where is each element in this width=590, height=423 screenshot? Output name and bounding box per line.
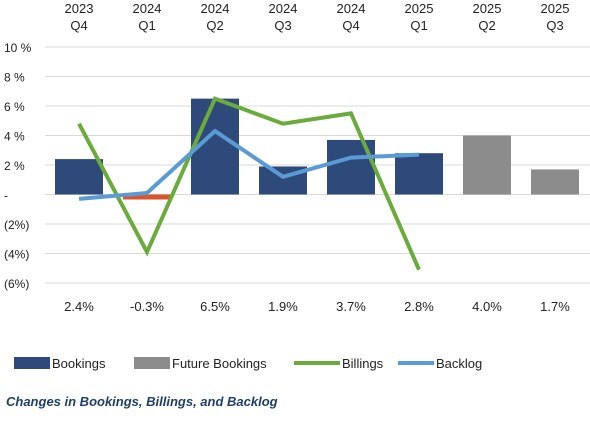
y-tick-label-8: (6%) [4, 277, 29, 291]
x-category-year-5: 2025 [405, 1, 434, 16]
x-category-quarter-1: Q1 [138, 18, 155, 33]
bar-5 [395, 153, 443, 195]
legend-label-0: Bookings [52, 356, 106, 371]
x-category-quarter-3: Q3 [274, 18, 291, 33]
legend-label-2: Billings [342, 356, 384, 371]
x-category-year-6: 2025 [473, 1, 502, 16]
data-label-3: 1.9% [268, 299, 298, 314]
y-tick-label-0: 10 % [4, 41, 32, 55]
x-category-quarter-5: Q1 [410, 18, 427, 33]
line-billings [77, 96, 421, 271]
x-category-year-7: 2025 [541, 1, 570, 16]
legend-label-3: Backlog [436, 356, 482, 371]
x-category-quarter-6: Q2 [478, 18, 495, 33]
bar-0 [55, 159, 103, 195]
bar-1 [123, 194, 171, 200]
x-category-year-3: 2024 [269, 1, 298, 16]
y-tick-label-3: 4 % [4, 130, 25, 144]
x-category-year-1: 2024 [133, 1, 162, 16]
x-category-quarter-4: Q4 [342, 18, 359, 33]
data-label-1: -0.3% [130, 299, 164, 314]
y-tick-label-4: 2 % [4, 159, 25, 173]
bar-6 [463, 135, 511, 195]
y-tick-label-1: 8 % [4, 71, 25, 85]
x-category-year-2: 2024 [201, 1, 230, 16]
x-category-year-0: 2023 [65, 1, 94, 16]
x-category-year-4: 2024 [337, 1, 366, 16]
y-tick-label-6: (2%) [4, 218, 29, 232]
x-category-quarter-7: Q3 [546, 18, 563, 33]
data-label-2: 6.5% [200, 299, 230, 314]
bar-7 [531, 169, 579, 195]
line-backlog [78, 128, 420, 201]
legend-swatch-0 [14, 357, 50, 369]
y-tick-label-5: - [4, 189, 8, 203]
x-category-quarter-2: Q2 [206, 18, 223, 33]
legend-label-1: Future Bookings [172, 356, 267, 371]
chart-caption: Changes in Bookings, Billings, and Backl… [6, 394, 278, 409]
data-label-4: 3.7% [336, 299, 366, 314]
data-label-5: 2.8% [404, 299, 434, 314]
y-tick-label-2: 6 % [4, 100, 25, 114]
data-label-6: 4.0% [472, 299, 502, 314]
y-tick-label-7: (4%) [4, 248, 29, 262]
data-label-7: 1.7% [540, 299, 570, 314]
x-category-quarter-0: Q4 [70, 18, 87, 33]
data-label-0: 2.4% [64, 299, 94, 314]
legend-swatch-1 [134, 357, 170, 369]
